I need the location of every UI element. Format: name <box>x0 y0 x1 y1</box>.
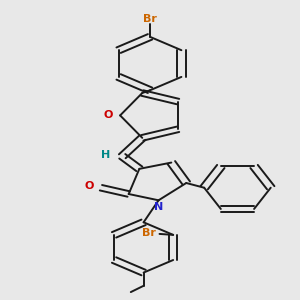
Text: N: N <box>154 202 163 212</box>
Text: O: O <box>103 110 113 120</box>
Text: Br: Br <box>143 14 157 24</box>
Text: O: O <box>84 181 94 191</box>
Text: Br: Br <box>142 228 156 238</box>
Text: H: H <box>101 150 111 160</box>
